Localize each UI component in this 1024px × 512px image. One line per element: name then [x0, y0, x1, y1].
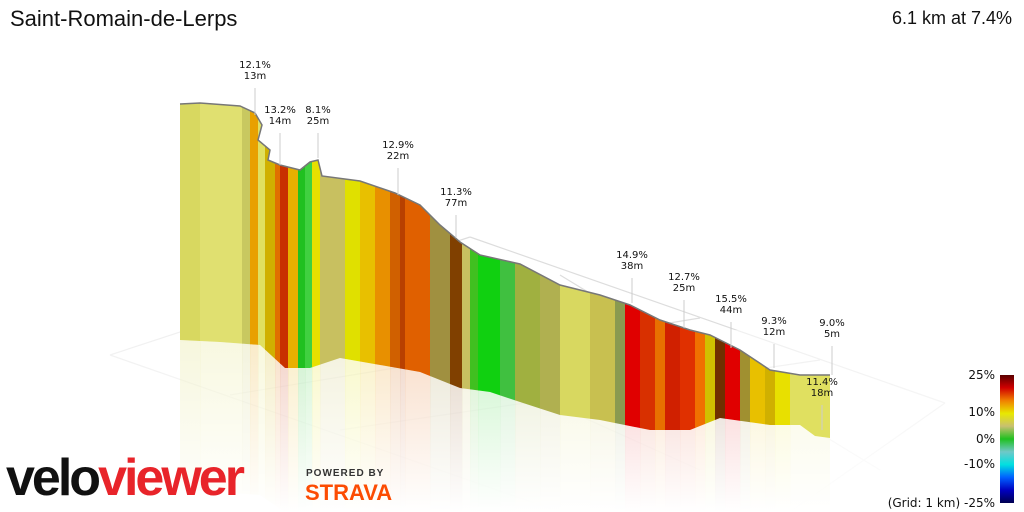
annotation-length: 12m	[763, 327, 785, 338]
annotation-grade: 12.7%	[668, 272, 700, 283]
grade-strip	[275, 103, 281, 438]
annotation-grade: 9.0%	[819, 318, 844, 329]
annotation-length: 18m	[811, 388, 833, 399]
grade-strip	[250, 103, 259, 438]
legend-tick: 10%	[968, 405, 995, 419]
legend-tick: (Grid: 1 km) -25%	[888, 496, 995, 510]
annotation-length: 13m	[244, 71, 266, 82]
annotation-grade: 12.9%	[382, 140, 414, 151]
grade-strip	[242, 103, 251, 438]
annotation-grade: 8.1%	[305, 105, 330, 116]
grade-strip	[280, 103, 289, 438]
grade-strip	[540, 103, 561, 438]
grade-annotation: 12.9%22m	[382, 140, 414, 195]
grade-strip	[715, 103, 726, 438]
grade-annotation: 14.9%38m	[616, 250, 648, 303]
grade-strip	[740, 103, 751, 438]
annotation-grade: 14.9%	[616, 250, 648, 261]
grade-annotation: 8.1%25m	[305, 105, 331, 158]
grade-strip	[500, 103, 516, 438]
annotation-grade: 9.3%	[761, 316, 786, 327]
grade-strip	[470, 103, 479, 438]
grade-strip	[400, 103, 406, 438]
annotation-length: 22m	[387, 151, 409, 162]
gradient-legend: 25% 10% 0% -10% (Grid: 1 km) -25%	[888, 368, 1014, 510]
grade-annotation: 12.1%13m	[239, 60, 271, 115]
segment-title: Saint-Romain-de-Lerps	[10, 6, 238, 31]
grade-strip	[305, 103, 313, 438]
grade-strip	[590, 103, 616, 438]
grade-annotation: 9.0%5m	[819, 318, 845, 375]
grade-strip	[705, 103, 716, 438]
grade-annotation: 13.2%14m	[264, 105, 296, 165]
grade-annotation: 12.7%25m	[668, 272, 700, 328]
grade-strip	[515, 103, 541, 438]
grade-strip	[265, 103, 276, 438]
annotation-grade: 15.5%	[715, 294, 747, 305]
grade-strip	[725, 103, 741, 438]
grade-strip	[288, 103, 299, 438]
profile-outline	[179, 102, 830, 376]
legend-colorbar	[1000, 375, 1014, 503]
grade-strip	[765, 103, 776, 438]
grade-strip	[665, 103, 681, 438]
grade-strip	[775, 103, 791, 438]
grade-strip	[750, 103, 766, 438]
annotation-length: 25m	[307, 116, 329, 127]
grade-strip	[655, 103, 666, 438]
segment-summary: 6.1 km at 7.4%	[891, 8, 1012, 28]
annotation-grade: 13.2%	[264, 105, 296, 116]
grade-annotation: 11.3%77m	[440, 187, 472, 238]
grade-annotation: 9.3%12m	[761, 316, 787, 368]
powered-by-label: POWERED BY	[306, 468, 385, 479]
annotation-length: 25m	[673, 283, 695, 294]
annotation-length: 38m	[621, 261, 643, 272]
strava-logo: STRAVA	[305, 480, 393, 505]
annotation-length: 77m	[445, 198, 467, 209]
grade-strip	[680, 103, 696, 438]
grade-annotation: 11.4%18m	[806, 377, 838, 430]
grade-strip	[695, 103, 706, 438]
annotation-length: 5m	[824, 329, 840, 340]
grade-strip	[298, 103, 306, 438]
legend-tick: 0%	[976, 432, 995, 446]
annotation-length: 44m	[720, 305, 742, 316]
grade-strip	[345, 103, 361, 438]
annotation-length: 14m	[269, 116, 291, 127]
grade-strip	[462, 103, 471, 438]
annotation-grade: 11.3%	[440, 187, 472, 198]
grade-annotation: 15.5%44m	[715, 294, 747, 348]
legend-tick: -10%	[964, 457, 995, 471]
veloviewer-logo: veloviewer	[6, 449, 245, 507]
legend-tick: 25%	[968, 368, 995, 382]
grade-strip	[360, 103, 376, 438]
grade-strip	[258, 103, 266, 438]
grade-strip	[390, 103, 401, 438]
annotation-grade: 12.1%	[239, 60, 271, 71]
annotation-grade: 11.4%	[806, 377, 838, 388]
grade-strip	[312, 103, 321, 438]
